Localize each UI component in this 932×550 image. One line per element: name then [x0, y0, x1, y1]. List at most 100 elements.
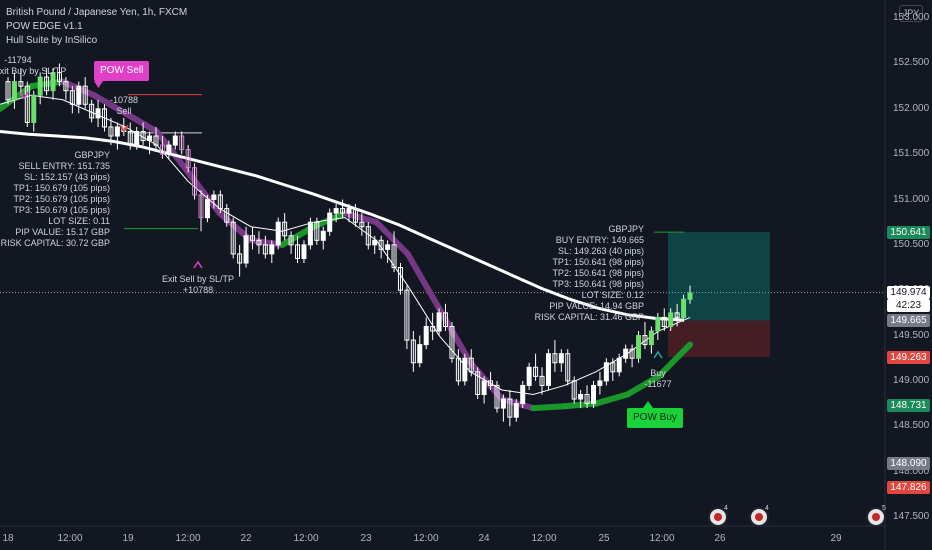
indicator-hull-suite[interactable]: Hull Suite by InSilico: [6, 34, 187, 48]
candle-body: [391, 244, 397, 269]
candle-body: [481, 380, 487, 395]
exit-buy-arrow: [19, 91, 29, 100]
candle-body: [340, 208, 346, 214]
y-tick-label: 150.500: [893, 238, 930, 250]
candle: [18, 68, 24, 96]
candle: [185, 145, 191, 173]
exit-buy-label: Exit Buy by SL/TP: [0, 66, 67, 76]
candle-body: [455, 357, 461, 382]
pow-buy-badge: POW Buy: [627, 408, 683, 428]
candle: [513, 399, 519, 422]
economic-event-icon[interactable]: [749, 507, 769, 527]
candle: [488, 371, 494, 390]
candle: [642, 321, 648, 350]
candle: [468, 349, 474, 377]
x-tick-label: 22: [240, 533, 252, 544]
candle-body: [681, 298, 687, 318]
candle-body: [526, 366, 532, 386]
candle-body: [661, 316, 667, 327]
currency-button[interactable]: JPY: [899, 5, 923, 22]
candle: [301, 240, 307, 263]
candle-body: [102, 108, 108, 128]
candle: [417, 335, 423, 368]
candle-body: [352, 208, 358, 223]
x-tick-label: 24: [478, 533, 490, 544]
candle: [256, 231, 262, 254]
candle: [687, 285, 693, 304]
candle: [288, 231, 294, 254]
economic-event-icon[interactable]: [866, 507, 886, 527]
candle: [533, 353, 539, 381]
hull-segment: [624, 373, 662, 398]
price-tag: 42:23: [887, 299, 930, 313]
candle: [597, 371, 603, 395]
candle-body: [462, 357, 468, 382]
trade-markers: [19, 81, 663, 408]
ema-200-line: [0, 130, 685, 322]
candle: [681, 294, 687, 322]
candle: [539, 367, 545, 395]
candle: [269, 240, 275, 263]
y-tick-label: 148.000: [893, 465, 930, 477]
candle: [333, 204, 339, 223]
candle-body: [37, 76, 43, 96]
candle: [436, 308, 442, 336]
candle: [616, 353, 622, 377]
candles: [5, 63, 693, 427]
candle-body: [140, 131, 146, 142]
x-tick-label: 12:00: [531, 533, 557, 544]
candle: [430, 312, 436, 341]
candle-body: [636, 335, 642, 359]
candle-body: [50, 72, 56, 92]
candle-body: [417, 344, 423, 364]
candle-body: [56, 72, 62, 83]
candle-body: [468, 357, 474, 373]
candle: [610, 358, 616, 381]
candle: [558, 349, 564, 372]
candle-body: [5, 81, 11, 101]
candle-body: [256, 239, 262, 246]
candle: [198, 190, 204, 232]
candle-body: [674, 312, 680, 318]
buy-trade-info: GBPJPY BUY ENTRY: 149.665 SL: 149.263 (4…: [534, 224, 644, 322]
candle-body: [275, 221, 281, 246]
candle-body: [507, 398, 513, 418]
candle-body: [44, 76, 50, 92]
candle-body: [211, 194, 217, 201]
candle: [211, 190, 217, 209]
candle: [565, 349, 571, 386]
candle: [648, 326, 654, 354]
candle: [217, 190, 223, 214]
candle-body: [153, 135, 159, 146]
candle: [327, 208, 333, 236]
candle-body: [629, 348, 635, 359]
candle: [56, 63, 62, 87]
candle-body: [295, 244, 301, 259]
candle: [179, 131, 185, 155]
candle-body: [642, 335, 648, 346]
candle: [636, 331, 642, 363]
candle-body: [269, 244, 275, 255]
candle: [397, 263, 403, 295]
candle-body: [410, 339, 416, 364]
candle-body: [204, 199, 210, 219]
candle: [545, 349, 551, 390]
symbol-title[interactable]: British Pound / Japanese Yen, 1h, FXCM: [6, 7, 188, 18]
candle: [571, 376, 577, 404]
x-tick-label: 12:00: [649, 533, 675, 544]
candle-body: [565, 353, 571, 382]
buy-label: Buy: [650, 368, 666, 378]
indicator-pow-edge[interactable]: POW EDGE v1.1: [6, 21, 83, 32]
candle-body: [616, 357, 622, 373]
candle-body: [571, 380, 577, 400]
economic-event-icon[interactable]: [708, 507, 728, 527]
candle-body: [597, 380, 603, 386]
candle-body: [89, 103, 95, 119]
x-tick-label: 19: [122, 533, 134, 544]
candle-body: [24, 85, 30, 123]
pow-buy-pointer: [643, 401, 653, 408]
candle: [359, 213, 365, 236]
candle: [224, 204, 230, 227]
